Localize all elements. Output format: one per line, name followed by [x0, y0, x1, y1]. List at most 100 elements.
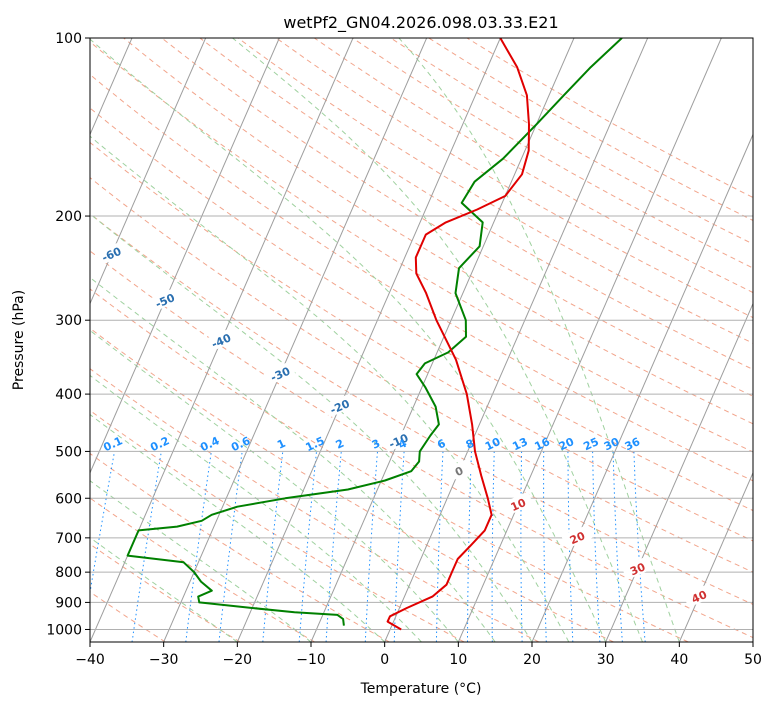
dry-adiabat-line	[428, 38, 753, 222]
mixing-ratio-line	[435, 451, 444, 642]
mixing-ratio-label: 16	[533, 435, 553, 453]
y-tick-label: 300	[55, 313, 82, 329]
isotherm-label-text: -80	[0, 149, 18, 169]
isotherm-label-text: 20	[568, 529, 588, 547]
moist-adiabat-line	[90, 413, 386, 642]
moist-adiabat-line	[90, 536, 238, 642]
moist-adiabat-line	[90, 374, 422, 642]
dry-adiabats	[90, 38, 753, 642]
x-tick-label: 30	[597, 652, 615, 668]
isotherm-label: 20	[561, 524, 593, 549]
isotherm-line	[310, 38, 575, 642]
isotherm-label-bg	[382, 427, 414, 452]
isotherm-line	[163, 38, 428, 642]
isotherms	[0, 38, 753, 642]
isotherm-label-bg	[683, 583, 715, 608]
isotherm-label: 40	[683, 583, 715, 608]
isotherm-label: -20	[323, 393, 356, 418]
isotherm-line	[531, 133, 753, 642]
dry-adiabat-line	[199, 38, 753, 371]
mixing-ratio-line	[543, 451, 547, 642]
dry-adiabat-line	[90, 73, 753, 482]
isobars	[90, 38, 753, 630]
isotherm-label: -30	[264, 361, 296, 386]
mixing-ratio-line	[325, 451, 342, 642]
isotherm-line	[457, 38, 722, 642]
dry-adiabat-line	[90, 250, 753, 639]
mixing-ratio-lines	[90, 451, 646, 642]
dry-adiabat-line	[90, 368, 540, 642]
mixing-ratio-line	[90, 451, 115, 596]
mixing-ratio-label: 2	[334, 437, 346, 452]
moist-adiabat-line	[90, 329, 459, 642]
isotherm-label-bg	[442, 458, 475, 483]
temperature-profile-line	[386, 38, 530, 631]
mixing-ratio-line	[131, 451, 162, 642]
mixing-ratio-label: 30	[602, 435, 622, 453]
mixing-ratio-label: 10	[483, 435, 503, 453]
x-tick-label: −30	[149, 652, 179, 668]
mixing-ratio-line	[262, 451, 284, 642]
y-tick-label: 800	[55, 565, 82, 581]
profiles	[126, 38, 623, 631]
dry-adiabat-line	[90, 591, 166, 642]
y-tick-label: 900	[55, 595, 82, 611]
x-axis-label: Temperature (°C)	[360, 681, 482, 697]
y-tick-label: 500	[55, 444, 82, 460]
mixing-ratio-label: 13	[510, 435, 529, 453]
mixing-ratio-line	[467, 451, 472, 642]
dry-adiabat-line	[90, 288, 689, 642]
isotherm-label: -60	[95, 241, 127, 266]
plot-frame	[89, 37, 754, 643]
isotherm-label-bg	[264, 361, 296, 386]
isotherm-line	[0, 38, 58, 642]
isotherm-label-text: 40	[690, 588, 710, 606]
moist-adiabat-line	[90, 38, 607, 642]
dry-adiabat-line	[90, 452, 390, 642]
isotherm-label: 0	[442, 458, 475, 483]
isotherm-label-bg	[0, 146, 21, 170]
dry-adiabat-line	[90, 213, 753, 605]
isotherm-line	[678, 471, 753, 642]
mixing-ratio-line	[298, 451, 317, 642]
moist-adiabats	[90, 38, 680, 642]
isotherm-label-bg	[502, 491, 534, 516]
x-tick-label: 40	[670, 652, 688, 668]
moist-adiabat-line	[90, 276, 496, 642]
x-tick-label: 20	[523, 652, 541, 668]
dry-adiabat-line	[390, 38, 753, 245]
isotherm-label-bg	[621, 555, 653, 580]
x-tick-label: −40	[75, 652, 105, 668]
isotherm-label-bg	[205, 327, 237, 352]
dry-adiabat-line	[90, 107, 753, 512]
x-axis-ticks: −40 −30 −20 −10 0 10 20 30 40 50	[75, 642, 762, 668]
isotherm-label-bg	[95, 241, 127, 266]
mixing-ratio-line	[520, 451, 523, 642]
y-axis-ticks: 1000 900 800 700 600 500 400 300 200 100	[46, 31, 90, 638]
dry-adiabat-line	[90, 327, 614, 642]
isotherm-label-text: 30	[628, 560, 648, 578]
x-tick-label: −20	[223, 652, 253, 668]
y-tick-label: 1000	[46, 622, 82, 638]
isotherm-line	[605, 302, 753, 642]
isotherm-label-text: 10	[509, 496, 529, 514]
mixing-ratio-line	[364, 451, 378, 642]
x-tick-label: 50	[744, 652, 762, 668]
moist-adiabat-line	[398, 38, 680, 642]
y-tick-label: 200	[55, 209, 82, 225]
mixing-ratio-label: 20	[557, 435, 577, 453]
x-tick-label: 10	[449, 652, 467, 668]
isotherm-label: -80	[0, 146, 21, 171]
mixing-ratio-line	[218, 451, 243, 642]
isotherm-label-bg	[323, 393, 356, 418]
y-tick-label: 700	[55, 531, 82, 547]
dry-adiabat-line	[352, 38, 753, 269]
dry-adiabat-line	[123, 38, 753, 425]
mixing-ratio-line	[633, 451, 646, 642]
dry-adiabat-line	[90, 497, 315, 642]
mixing-ratio-label: 1	[275, 437, 287, 452]
mixing-ratio-line	[612, 451, 623, 642]
